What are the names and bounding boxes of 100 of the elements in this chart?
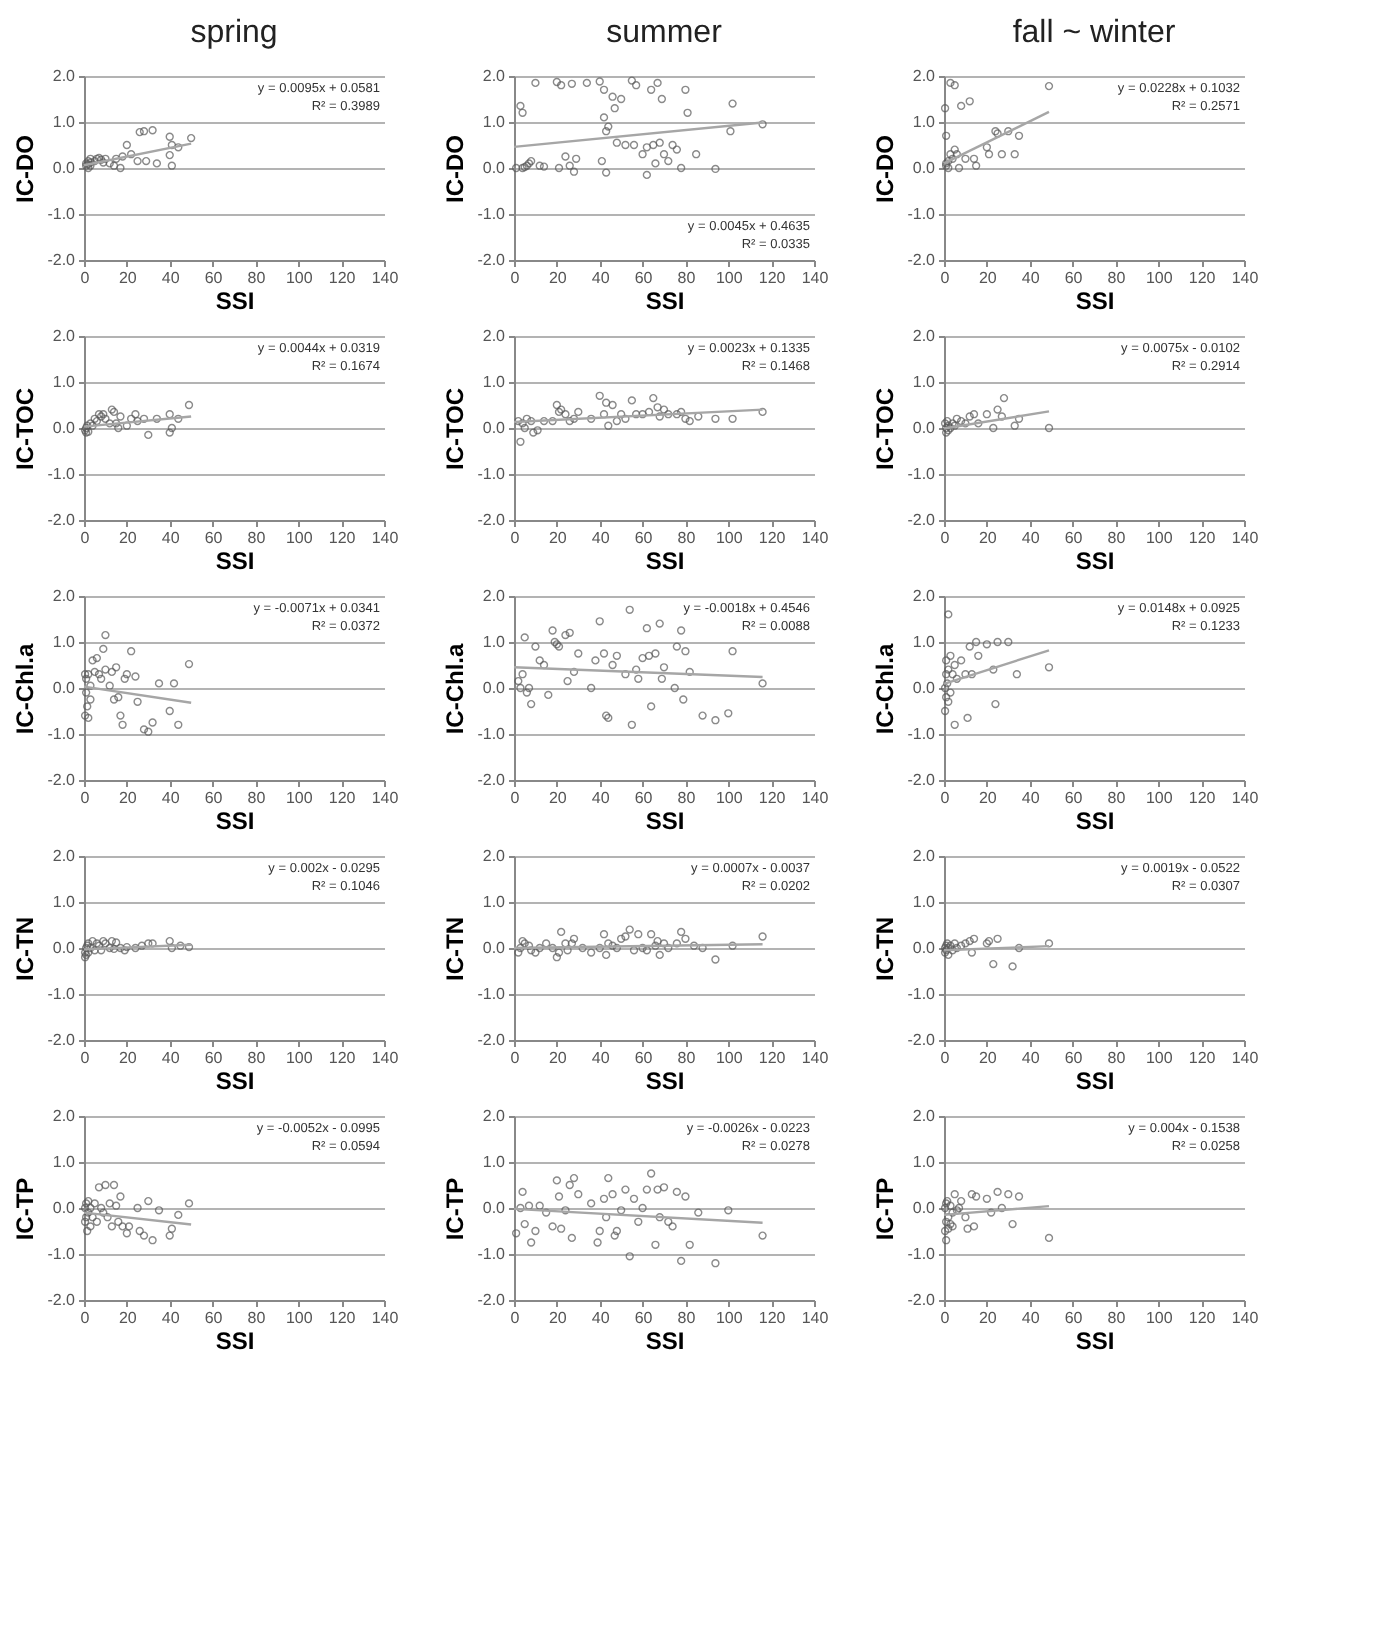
- x-axis-title: SSI: [645, 1327, 685, 1355]
- x-tick-label: 20: [548, 1049, 568, 1067]
- point: [92, 653, 102, 663]
- y-axis-title: IC-Chl.a: [871, 643, 900, 735]
- point: [116, 163, 125, 173]
- x-tick-label: 0: [510, 1049, 521, 1067]
- point: [599, 649, 609, 658]
- point: [524, 941, 534, 950]
- point: [689, 941, 699, 950]
- x-tick-label: 80: [677, 529, 697, 547]
- x-tick-label: 0: [940, 529, 951, 547]
- x-tick-label: 120: [1188, 269, 1217, 287]
- point: [758, 120, 767, 129]
- point: [99, 158, 108, 167]
- point: [109, 161, 119, 170]
- y-axis-title: IC-TOC: [441, 387, 470, 471]
- point: [651, 159, 660, 168]
- point: [529, 428, 538, 437]
- point: [107, 667, 117, 677]
- x-tick-label: 80: [247, 529, 267, 547]
- point: [625, 1252, 634, 1261]
- y-tick-label: 0.0: [482, 159, 507, 177]
- point: [126, 414, 136, 423]
- point: [685, 1240, 694, 1249]
- x-tick-label: 120: [328, 789, 357, 807]
- point: [552, 77, 562, 87]
- point: [144, 430, 153, 440]
- point: [109, 944, 119, 954]
- point: [944, 610, 953, 619]
- point: [944, 1224, 953, 1233]
- point: [676, 407, 686, 417]
- point: [531, 1226, 540, 1236]
- point: [941, 428, 951, 437]
- x-tick-label: 40: [1021, 529, 1041, 547]
- point: [1004, 637, 1013, 647]
- x-tick-label: 0: [80, 1049, 91, 1067]
- point: [948, 946, 957, 955]
- point: [80, 953, 90, 962]
- x-tick-label: 20: [548, 529, 568, 547]
- point: [174, 143, 183, 152]
- x-tick-label: 0: [940, 789, 951, 807]
- point: [165, 410, 174, 419]
- y-tick-label: 2.0: [912, 587, 937, 605]
- point: [724, 709, 733, 718]
- point: [694, 412, 703, 421]
- point: [109, 1180, 119, 1190]
- point: [952, 943, 962, 953]
- x-tick-label: 120: [758, 1049, 787, 1067]
- y-tick-label: 1.0: [482, 113, 507, 131]
- y-tick-label: 1.0: [52, 113, 77, 131]
- point: [1044, 1233, 1054, 1243]
- point: [86, 943, 95, 953]
- point: [101, 414, 110, 423]
- x-axis-title: SSI: [1075, 807, 1115, 835]
- point: [139, 725, 149, 734]
- y-tick-label: 2.0: [482, 67, 507, 85]
- point: [522, 414, 532, 423]
- point: [1010, 150, 1019, 159]
- point: [655, 619, 664, 628]
- point: [634, 674, 643, 683]
- point: [541, 1208, 551, 1217]
- x-tick-label: 40: [591, 1049, 611, 1067]
- point: [963, 713, 972, 723]
- point: [655, 138, 664, 147]
- point: [526, 156, 536, 166]
- point: [165, 428, 174, 437]
- point: [946, 941, 955, 950]
- point: [676, 626, 686, 635]
- point: [638, 1203, 647, 1213]
- point: [118, 1222, 127, 1231]
- x-tick-label: 20: [118, 269, 138, 287]
- x-tick-label: 40: [1021, 269, 1041, 287]
- point: [88, 936, 97, 946]
- point: [86, 681, 95, 690]
- x-tick-label: 140: [371, 789, 400, 807]
- point: [653, 78, 662, 88]
- x-tick-label: 0: [80, 789, 91, 807]
- point: [612, 651, 622, 660]
- x-tick-label: 80: [677, 1309, 697, 1327]
- point: [946, 1219, 955, 1229]
- point: [548, 626, 557, 635]
- point: [174, 1210, 183, 1220]
- point: [167, 1224, 177, 1233]
- x-tick-label: 140: [371, 1049, 400, 1067]
- point: [103, 1213, 112, 1222]
- y-tick-label: -1.0: [477, 725, 507, 743]
- x-tick-label: 40: [161, 269, 181, 287]
- point: [948, 1222, 957, 1231]
- point: [99, 644, 108, 654]
- point: [139, 127, 149, 136]
- x-tick-label: 120: [758, 1309, 787, 1327]
- point: [524, 1201, 534, 1210]
- point: [653, 403, 662, 412]
- point: [997, 1203, 1007, 1213]
- point: [685, 416, 694, 426]
- point: [107, 1222, 117, 1231]
- point: [681, 647, 690, 656]
- y-axis-title: IC-DO: [871, 135, 900, 203]
- point: [940, 706, 950, 716]
- point: [148, 939, 157, 948]
